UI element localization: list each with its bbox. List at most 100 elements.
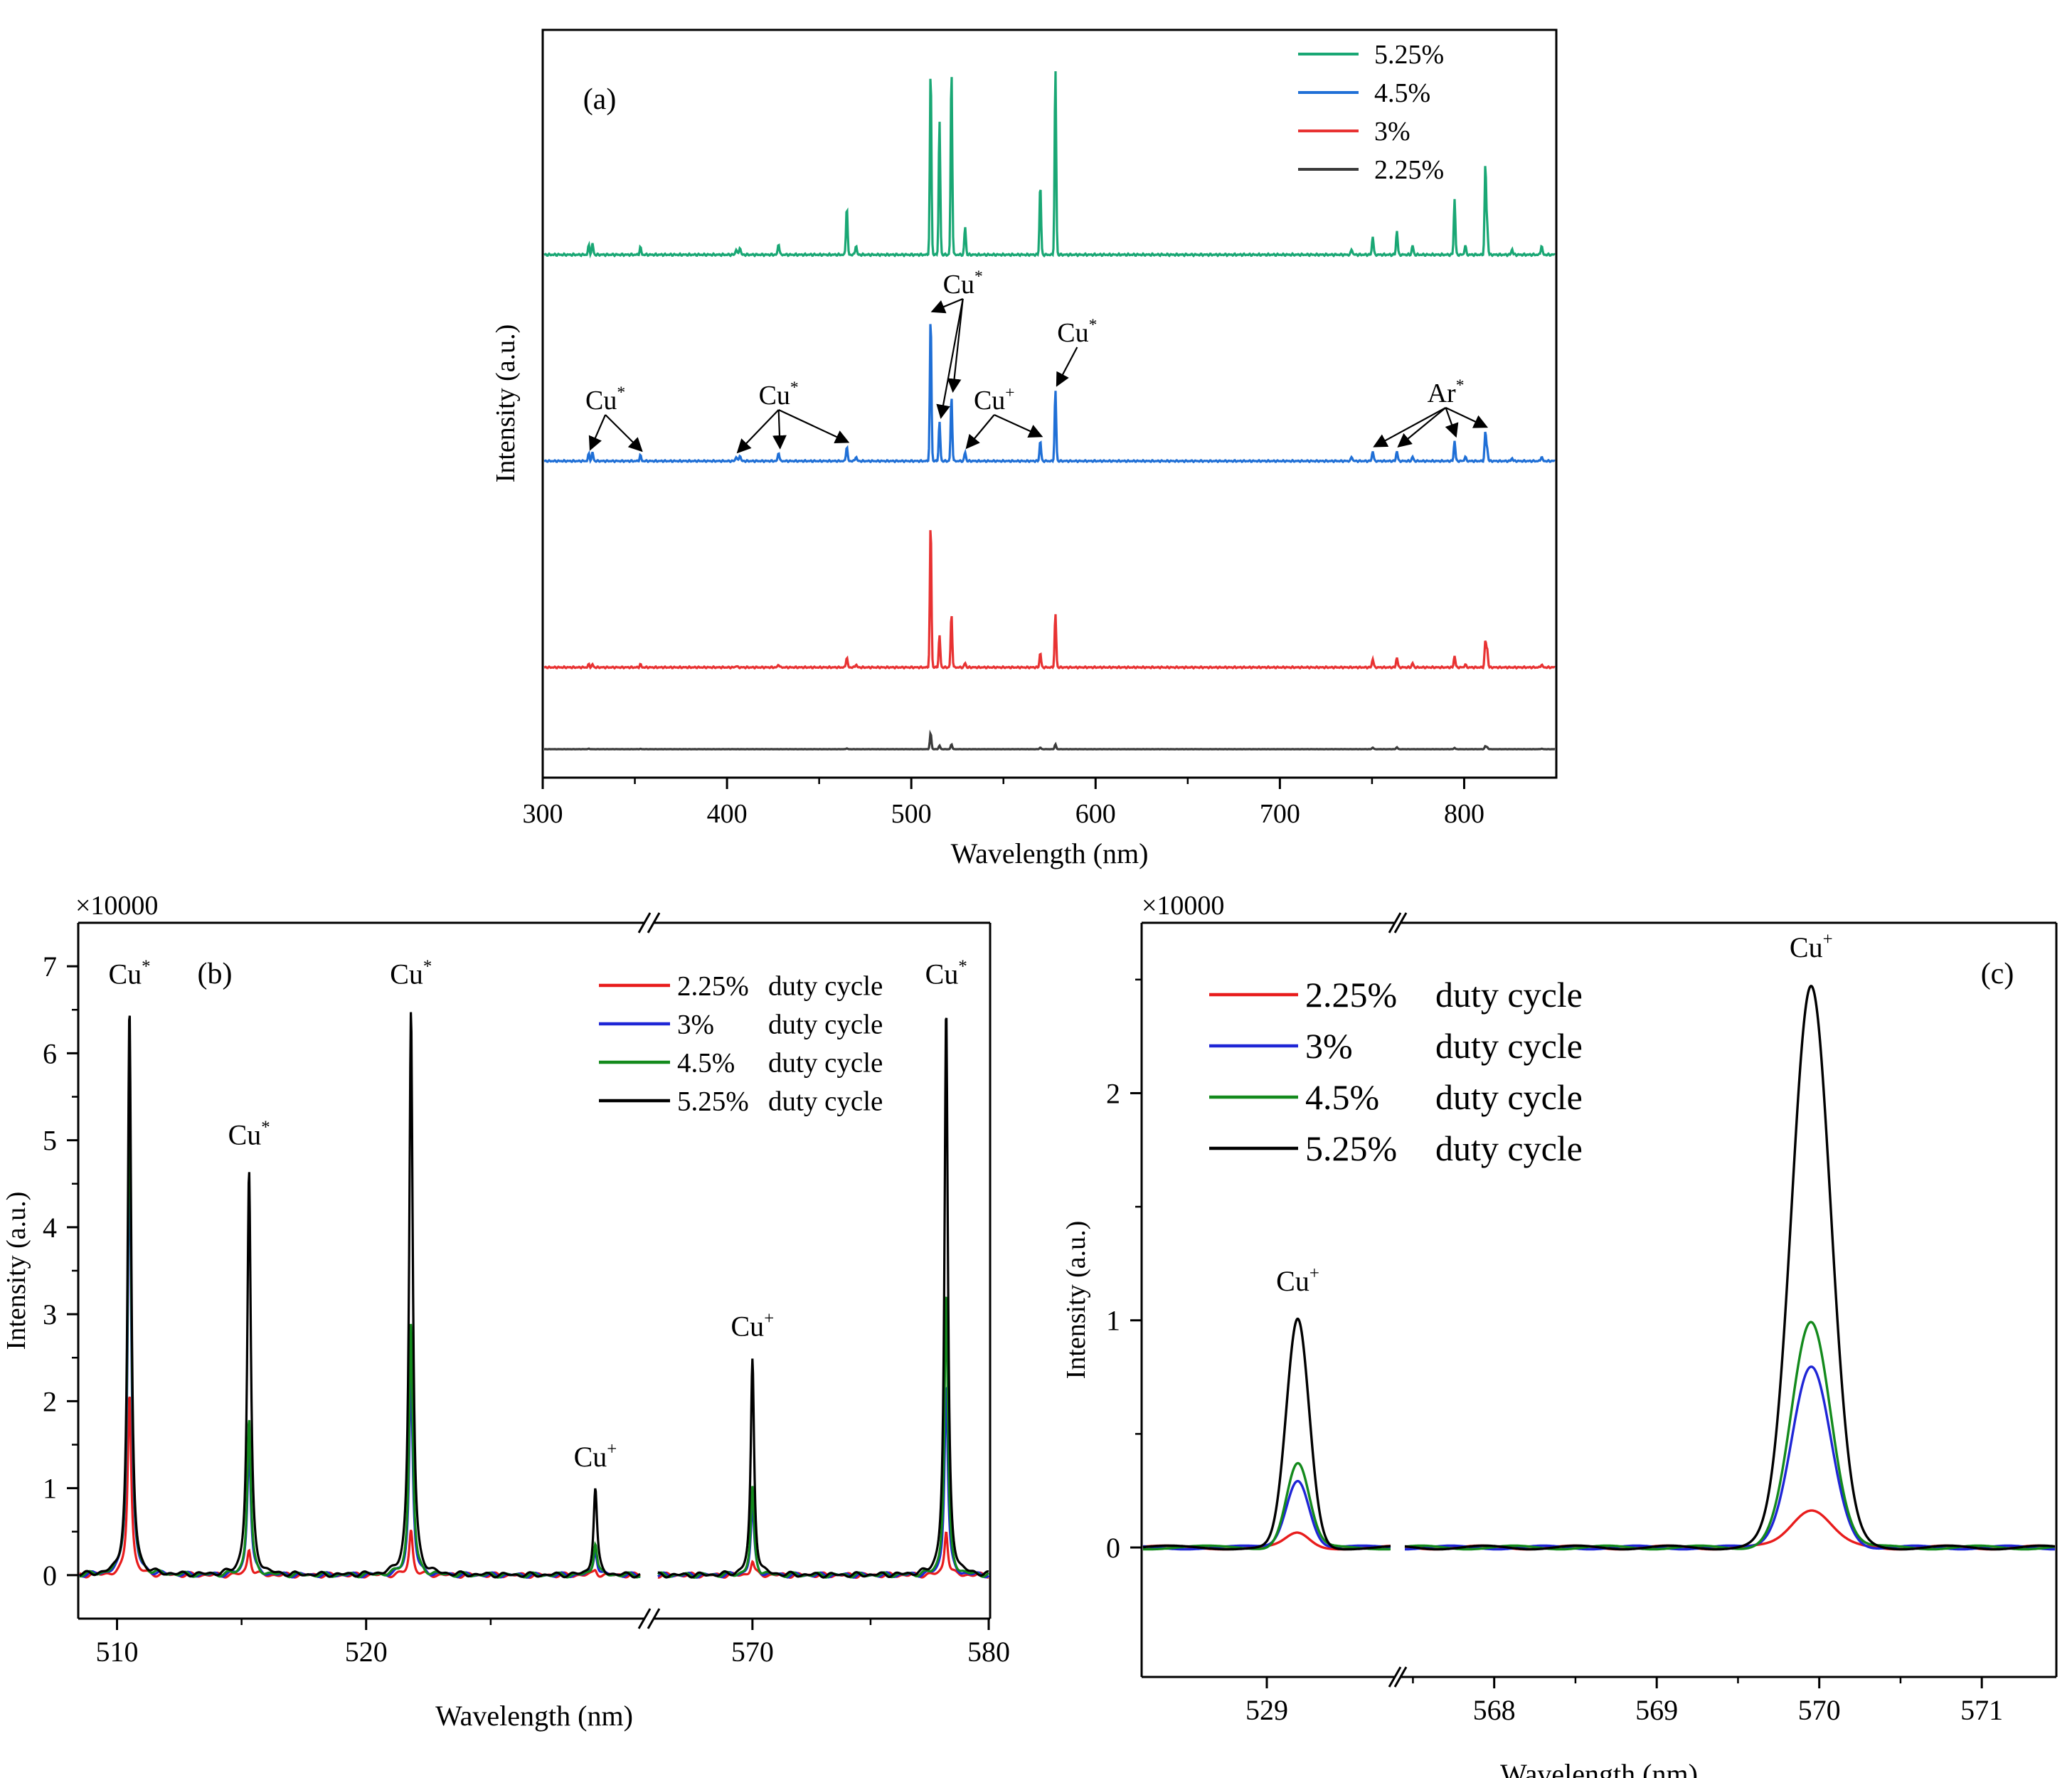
series-a-2 — [543, 530, 1556, 670]
xlabel-b: Wavelength (nm) — [435, 1700, 633, 1732]
tick-label-a-1: 400 — [707, 799, 748, 829]
axis-break-mark — [647, 1608, 661, 1629]
legend-c-pct-0: 2.25% — [1305, 975, 1397, 1015]
annotation-c-0-base: Cu — [1276, 1265, 1309, 1297]
annotation-a-0-base: Cu — [585, 386, 617, 416]
axis-break-mark — [1388, 912, 1402, 933]
tick-label-a-2: 500 — [891, 799, 932, 829]
panel-label-c: (c) — [1981, 958, 2014, 990]
annotation-a-4: Cu* — [1057, 316, 1097, 348]
axis-break-mark — [637, 912, 652, 933]
xtick-label-c-3: 570 — [1798, 1694, 1841, 1726]
legend-b-pct-0: 2.25% — [677, 970, 749, 1001]
xtick-label-b-2: 570 — [731, 1636, 774, 1668]
annotation-b-0-base: Cu — [108, 958, 142, 990]
ytick-label-b-0: 0 — [43, 1560, 57, 1592]
legend-b-rest-2: duty cycle — [768, 1047, 883, 1078]
legend-b-rest-1: duty cycle — [768, 1009, 883, 1039]
annotation-c-1-sup: + — [1823, 930, 1833, 949]
annotation-b-2-base: Cu — [390, 958, 423, 990]
series-b-3 — [79, 1012, 641, 1579]
annotation-b-0-sup: * — [142, 957, 150, 976]
annotation-b-5: Cu* — [925, 957, 967, 990]
annotation-a-arrow — [588, 414, 607, 451]
annotation-a-arrow — [736, 409, 780, 454]
tick-label-a-5: 800 — [1444, 799, 1484, 829]
annotation-b-5-base: Cu — [925, 958, 959, 990]
ytick-label-b-4: 4 — [43, 1212, 57, 1244]
legend-b-rest-3: duty cycle — [768, 1086, 883, 1116]
ytick-label-b-3: 3 — [43, 1298, 57, 1330]
series-c-1 — [1405, 1365, 2055, 1551]
xtick-label-b-1: 520 — [345, 1636, 388, 1668]
annotation-c-0: Cu+ — [1276, 1264, 1319, 1297]
annotation-a-arrow — [1056, 346, 1078, 387]
annotation-a-arrow — [605, 414, 643, 453]
annotation-a-3: Cu+ — [974, 383, 1015, 416]
ytick-label-b-7: 7 — [43, 951, 57, 983]
annotation-a-arrow — [1445, 407, 1459, 438]
annotation-a-arrow — [1397, 407, 1447, 448]
annotation-b-4-sup: + — [764, 1309, 774, 1328]
series-a-3 — [544, 729, 1556, 751]
series-a-0 — [543, 71, 1556, 259]
xtick-label-c-0: 529 — [1245, 1694, 1288, 1726]
annotation-c-1: Cu+ — [1790, 930, 1833, 963]
series-c-0 — [1404, 1509, 2056, 1551]
legend-b-pct-1: 3% — [677, 1009, 714, 1039]
legend-a-label-3: 2.25% — [1374, 155, 1444, 185]
legend-c-rest-3: duty cycle — [1435, 1128, 1583, 1168]
xtick-label-c-4: 571 — [1960, 1694, 2003, 1726]
ytick-label-b-5: 5 — [43, 1125, 57, 1157]
series-c-3 — [1404, 984, 2055, 1551]
annotation-a-arrow — [778, 409, 850, 444]
axis-break-mark — [1393, 912, 1408, 933]
annotation-a-3-sup: + — [1005, 383, 1014, 402]
ylabel-c: Intensity (a.u.) — [1061, 1221, 1091, 1380]
annotation-a-5-sup: * — [1456, 376, 1465, 395]
annotation-b-1: Cu* — [228, 1118, 270, 1151]
annotation-a-arrow — [1445, 407, 1489, 428]
annotation-a-arrow — [936, 298, 964, 419]
annotation-b-3-base: Cu — [574, 1441, 607, 1473]
legend-c-pct-2: 4.5% — [1305, 1077, 1379, 1117]
legend-b-rest-0: duty cycle — [768, 970, 883, 1001]
ytick-label-b-6: 6 — [43, 1037, 57, 1069]
ytick-label-c-2: 2 — [1106, 1077, 1120, 1109]
tick-label-a-0: 300 — [523, 799, 563, 829]
xtick-label-c-1: 568 — [1473, 1694, 1516, 1726]
annotation-a-5: Ar* — [1428, 376, 1465, 408]
annotation-b-4: Cu+ — [731, 1309, 775, 1343]
annotation-a-4-base: Cu — [1057, 318, 1088, 348]
ylabel-a: Intensity (a.u.) — [491, 324, 521, 483]
legend-c-rest-2: duty cycle — [1435, 1077, 1583, 1117]
axis-break-mark — [1393, 1666, 1408, 1688]
xlabel-a: Wavelength (nm) — [951, 837, 1149, 869]
series-b-2 — [79, 1085, 641, 1579]
series-b-0 — [79, 1396, 641, 1579]
annotation-b-1-sup: * — [261, 1118, 270, 1137]
annotation-a-3-base: Cu — [974, 386, 1005, 416]
legend-a-label-0: 5.25% — [1374, 40, 1444, 70]
ylabel-b: Intensity (a.u.) — [1, 1192, 31, 1350]
annotation-a-4-sup: * — [1089, 316, 1098, 334]
panel-b: 0 1 2 3 4 5 6 7 510 520 570 580 2.25% duty cycle 3% dut… — [1, 891, 1010, 1732]
annotation-a-arrow — [1373, 407, 1447, 448]
legend-b-pct-3: 5.25% — [677, 1086, 749, 1116]
annotation-b-3: Cu+ — [574, 1439, 617, 1473]
annotation-a-1-sup: * — [790, 379, 799, 397]
series-c-2 — [1404, 1321, 2056, 1551]
annotation-a-0: Cu* — [585, 383, 625, 416]
annotation-a-5-base: Ar — [1428, 379, 1456, 408]
xtick-label-b-0: 510 — [96, 1636, 139, 1668]
annotation-a-arrow — [930, 297, 964, 314]
axis-break-mark — [647, 912, 661, 933]
series-c-3 — [1142, 1317, 1391, 1551]
multiplier-b: ×10000 — [75, 891, 158, 921]
ytick-label-b-2: 2 — [43, 1385, 57, 1417]
legend-a-label-1: 4.5% — [1374, 78, 1430, 108]
series-c-2 — [1143, 1461, 1391, 1551]
series-a-1 — [543, 324, 1556, 465]
annotation-a-1-base: Cu — [759, 381, 790, 411]
